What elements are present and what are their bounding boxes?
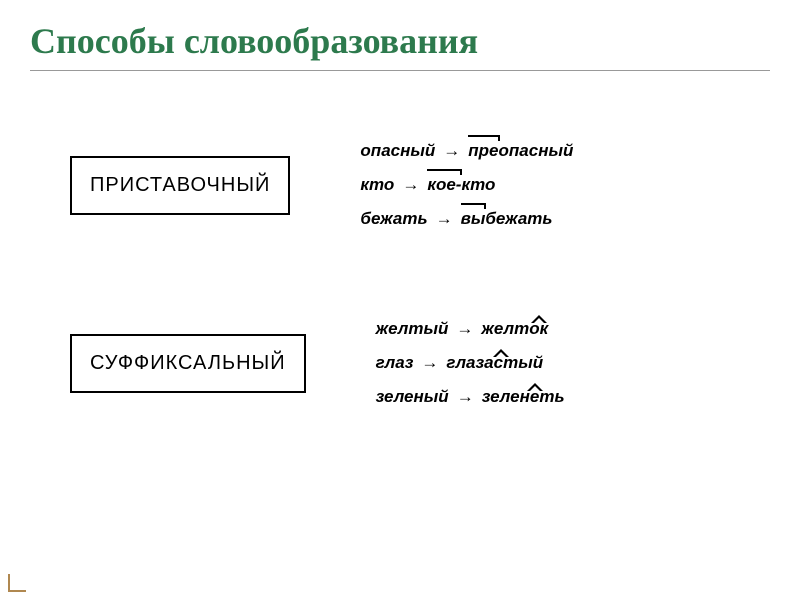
arrow-icon: → xyxy=(456,319,473,339)
examples-prefix: опасный → преопасный кто → кое-кто бежат… xyxy=(360,141,573,229)
slide: Способы словообразования ПРИСТАВОЧНЫЙ оп… xyxy=(0,0,800,600)
result-after: кто xyxy=(461,175,495,194)
arrow-icon: → xyxy=(457,387,474,407)
result-word: кое-кто xyxy=(427,175,495,195)
morpheme-suffix: ок xyxy=(529,319,548,339)
morpheme-prefix: пре xyxy=(468,141,498,161)
label-box-prefix: ПРИСТАВОЧНЫЙ xyxy=(70,156,290,215)
morpheme-suffix: аст xyxy=(484,353,518,373)
content-area: ПРИСТАВОЧНЫЙ опасный → преопасный кто → … xyxy=(30,141,770,407)
morpheme-suffix: е xyxy=(530,387,539,407)
section-suffix: СУФФИКСАЛЬНЫЙ желтый → желток глаз → гла… xyxy=(70,319,770,407)
source-word: опасный xyxy=(360,141,435,161)
result-before: зелен xyxy=(482,387,530,406)
result-word: зеленеть xyxy=(482,387,565,407)
result-after: ть xyxy=(539,387,564,406)
section-prefix: ПРИСТАВОЧНЫЙ опасный → преопасный кто → … xyxy=(70,141,770,229)
source-word: бежать xyxy=(360,209,427,229)
arrow-icon: → xyxy=(402,175,419,195)
result-after: ый xyxy=(518,353,543,372)
result-after: бежать xyxy=(485,209,552,228)
example-row: кто → кое-кто xyxy=(360,175,573,195)
example-row: опасный → преопасный xyxy=(360,141,573,161)
morpheme-prefix: кое- xyxy=(427,175,461,195)
label-box-suffix: СУФФИКСАЛЬНЫЙ xyxy=(70,334,306,393)
result-before: глаз xyxy=(446,353,484,372)
arrow-icon: → xyxy=(443,141,460,161)
result-word: преопасный xyxy=(468,141,573,161)
source-word: глаз xyxy=(376,353,414,373)
source-word: желтый xyxy=(376,319,449,339)
result-before: желт xyxy=(481,319,529,338)
source-word: зеленый xyxy=(376,387,449,407)
corner-decoration xyxy=(8,574,26,592)
arrow-icon: → xyxy=(421,353,438,373)
result-word: выбежать xyxy=(461,209,553,229)
example-row: бежать → выбежать xyxy=(360,209,573,229)
morpheme-prefix: вы xyxy=(461,209,486,229)
result-word: желток xyxy=(481,319,548,339)
result-word: глазастый xyxy=(446,353,543,373)
arrow-icon: → xyxy=(436,209,453,229)
slide-title: Способы словообразования xyxy=(30,20,770,71)
result-after: опасный xyxy=(499,141,574,160)
source-word: кто xyxy=(360,175,394,195)
examples-suffix: желтый → желток глаз → глазастый зеленый… xyxy=(376,319,565,407)
example-row: желтый → желток xyxy=(376,319,565,339)
example-row: глаз → глазастый xyxy=(376,353,565,373)
example-row: зеленый → зеленеть xyxy=(376,387,565,407)
